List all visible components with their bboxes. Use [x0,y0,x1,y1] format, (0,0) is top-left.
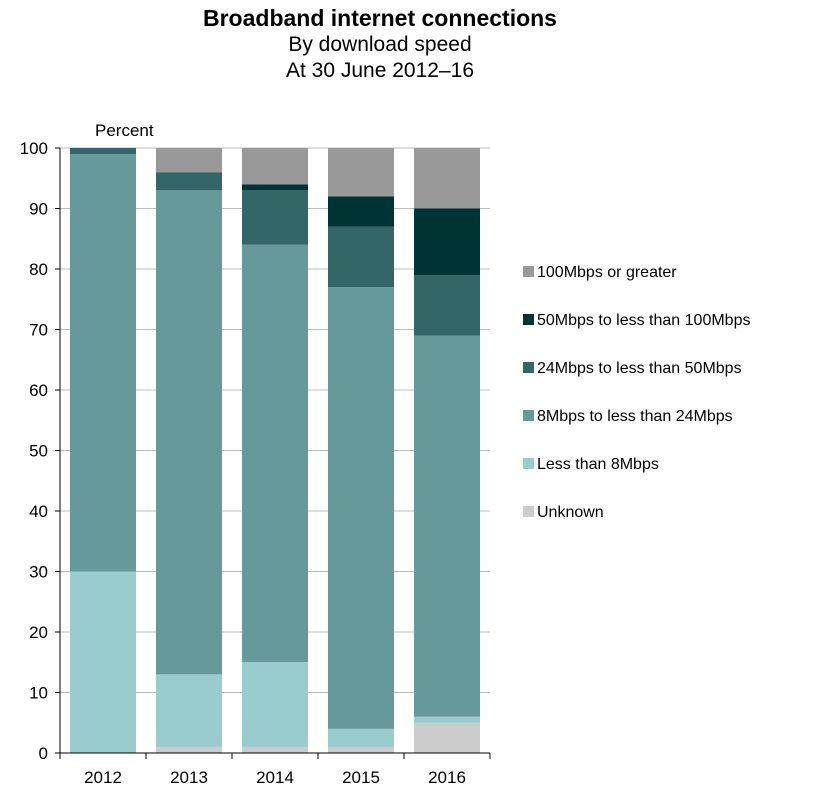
legend-swatch [523,506,534,517]
bar-segment [242,148,308,185]
bar-segment [414,275,480,336]
x-tick-label: 2012 [84,768,122,787]
legend-label: Less than 8Mbps [537,456,659,473]
bar-segment [414,722,480,753]
legend-swatch [523,362,534,373]
bar-segment [242,244,308,663]
y-tick-label: 10 [29,684,48,703]
bar-segment [328,196,394,227]
bar-segment [328,728,394,747]
legend-label: 8Mbps to less than 24Mbps [537,408,733,425]
bar-segment [328,746,394,753]
bar-segment [414,208,480,276]
bar-segment [414,148,480,209]
legend-label: 24Mbps to less than 50Mbps [537,360,742,377]
y-tick-label: 0 [39,744,48,763]
y-tick-label: 30 [29,563,48,582]
legend-swatch [523,410,534,421]
bar-segment [70,571,136,753]
bar-segment [156,746,222,753]
y-axis-label: Percent [95,121,154,140]
y-tick-label: 70 [29,321,48,340]
legend-label: 100Mbps or greater [537,264,677,281]
bar-segment [328,148,394,197]
bar-segment [70,154,136,572]
bar-segment [328,226,394,288]
y-tick-label: 90 [29,200,48,219]
y-tick-label: 60 [29,381,48,400]
bar-segment [414,335,480,717]
bar-segment [70,148,136,155]
legend-swatch [523,314,534,325]
chart-subtitle-line-2: At 30 June 2012–16 [286,59,474,82]
legend-swatch [523,266,534,277]
y-tick-label: 20 [29,623,48,642]
chart-titles: Broadband internet connections By downlo… [0,4,760,84]
chart-subtitle-line-1: By download speed [288,33,472,56]
bar-segment [156,674,222,747]
y-tick-label: 50 [29,442,48,461]
legend-swatch [523,458,534,469]
bars [70,148,480,753]
bar-segment [414,716,480,723]
x-tick-label: 2014 [256,768,294,787]
x-tick-label: 2013 [170,768,208,787]
legend-label: 50Mbps to less than 100Mbps [537,312,750,329]
axes: 0 10 20 30 40 50 60 70 80 90 100 2012 2013 2014 2015 20… [20,139,491,787]
x-tick-label: 2015 [342,768,380,787]
bar-segment [156,148,222,173]
bar-segment [242,662,308,747]
legend-label: Unknown [537,504,604,521]
x-tick-label: 2016 [428,768,466,787]
chart-title: Broadband internet connections [203,5,557,31]
bar-segment [156,172,222,191]
bar-segment [328,287,394,729]
y-tick-label: 40 [29,502,48,521]
legend: 100Mbps or greater 50Mbps to less than 10… [523,264,750,521]
bar-segment [242,746,308,753]
bar-segment [242,190,308,245]
y-tick-label: 80 [29,260,48,279]
bar-segment [156,190,222,675]
y-tick-label: 100 [20,139,48,158]
bar-segment [242,184,308,191]
